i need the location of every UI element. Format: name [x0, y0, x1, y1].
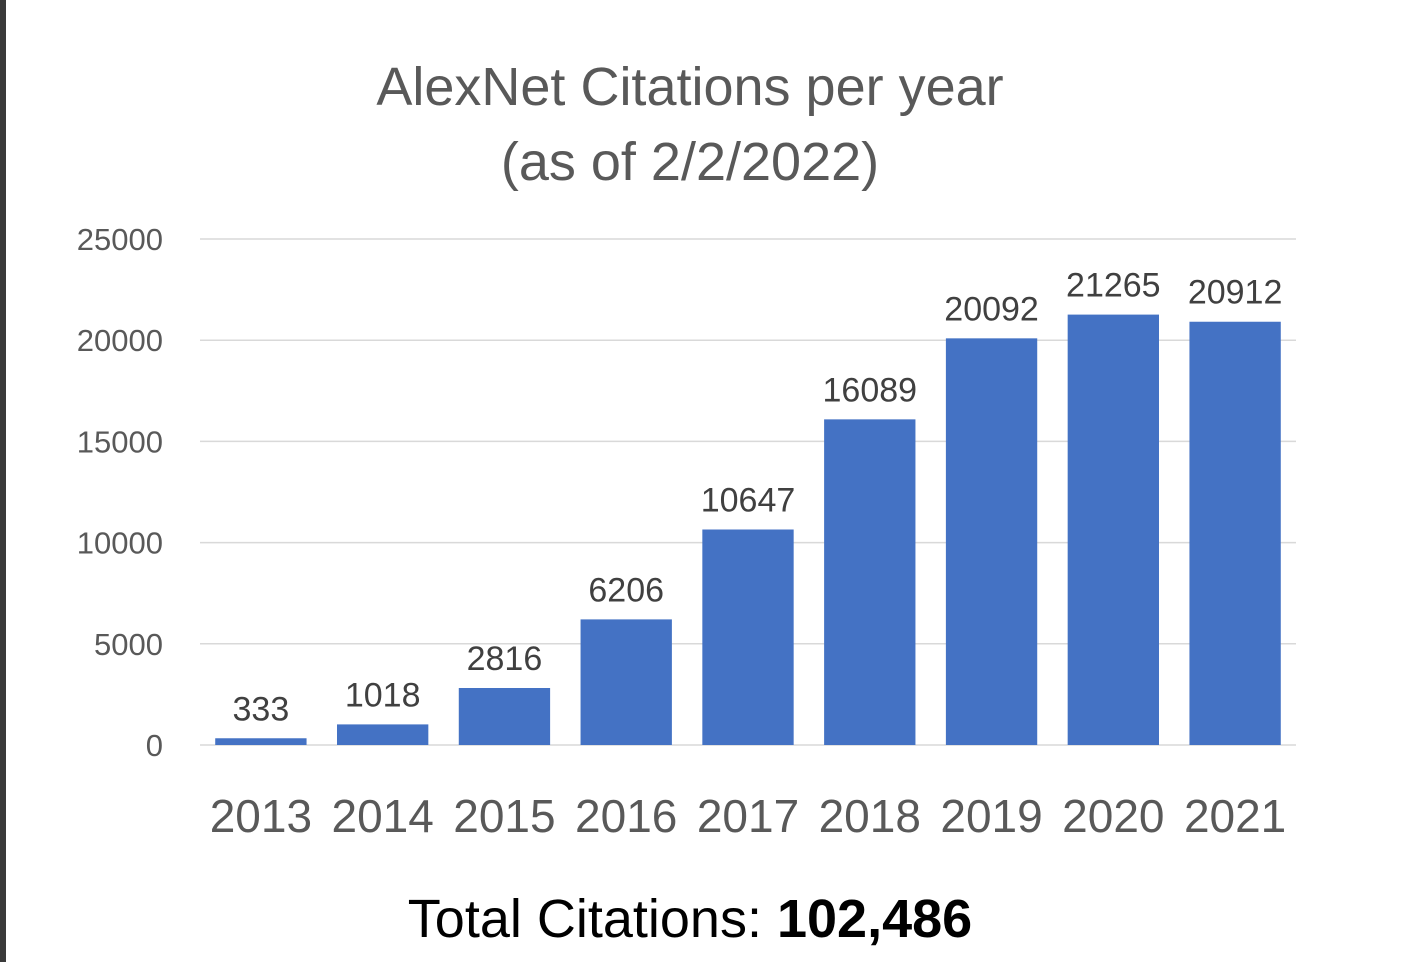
y-tick-label-15000: 15000	[77, 424, 163, 459]
data-label-2019: 20092	[944, 290, 1039, 328]
x-tick-label-2020: 2020	[1062, 790, 1164, 842]
bar-2020	[1067, 314, 1159, 745]
data-label-2017: 10647	[701, 482, 796, 520]
total-citations: Total Citations: 102,486	[200, 892, 1180, 946]
x-tick-label-2013: 2013	[210, 790, 312, 842]
data-label-2014: 1018	[345, 676, 421, 714]
x-tick-label-2016: 2016	[575, 790, 677, 842]
data-label-2020: 21265	[1066, 267, 1161, 305]
bar-2016	[580, 619, 672, 745]
x-tick-label-2015: 2015	[453, 790, 555, 842]
y-tick-label-20000: 20000	[77, 323, 163, 358]
y-tick-label-25000: 25000	[77, 222, 163, 257]
total-citations-label: Total Citations:	[407, 889, 762, 949]
window-left-edge	[0, 0, 6, 962]
data-label-2015: 2816	[467, 640, 543, 678]
data-label-2018: 16089	[823, 371, 918, 409]
bar-2015	[458, 688, 551, 745]
data-label-2021: 20912	[1188, 274, 1283, 312]
bar-2014	[337, 724, 429, 745]
x-tick-label-2017: 2017	[697, 790, 799, 842]
x-tick-label-2014: 2014	[331, 790, 433, 842]
chart-subtitle: (as of 2/2/2022)	[500, 132, 880, 192]
total-citations-value: 102,486	[776, 889, 973, 949]
bar-2017	[702, 529, 794, 745]
data-label-2016: 6206	[588, 571, 664, 609]
x-tick-label-2019: 2019	[940, 790, 1042, 842]
bar-2019	[945, 338, 1038, 745]
bar-2021	[1189, 321, 1281, 745]
bar-2013	[215, 738, 307, 745]
chart-title: AlexNet Citations per year	[376, 57, 1004, 117]
data-label-2013: 333	[233, 690, 290, 728]
x-tick-label-2018: 2018	[819, 790, 921, 842]
y-tick-label-5000: 5000	[94, 627, 163, 662]
y-tick-label-0: 0	[146, 728, 163, 763]
bar-2018	[824, 419, 916, 745]
x-tick-label-2021: 2021	[1184, 790, 1286, 842]
y-tick-label-10000: 10000	[77, 526, 163, 561]
